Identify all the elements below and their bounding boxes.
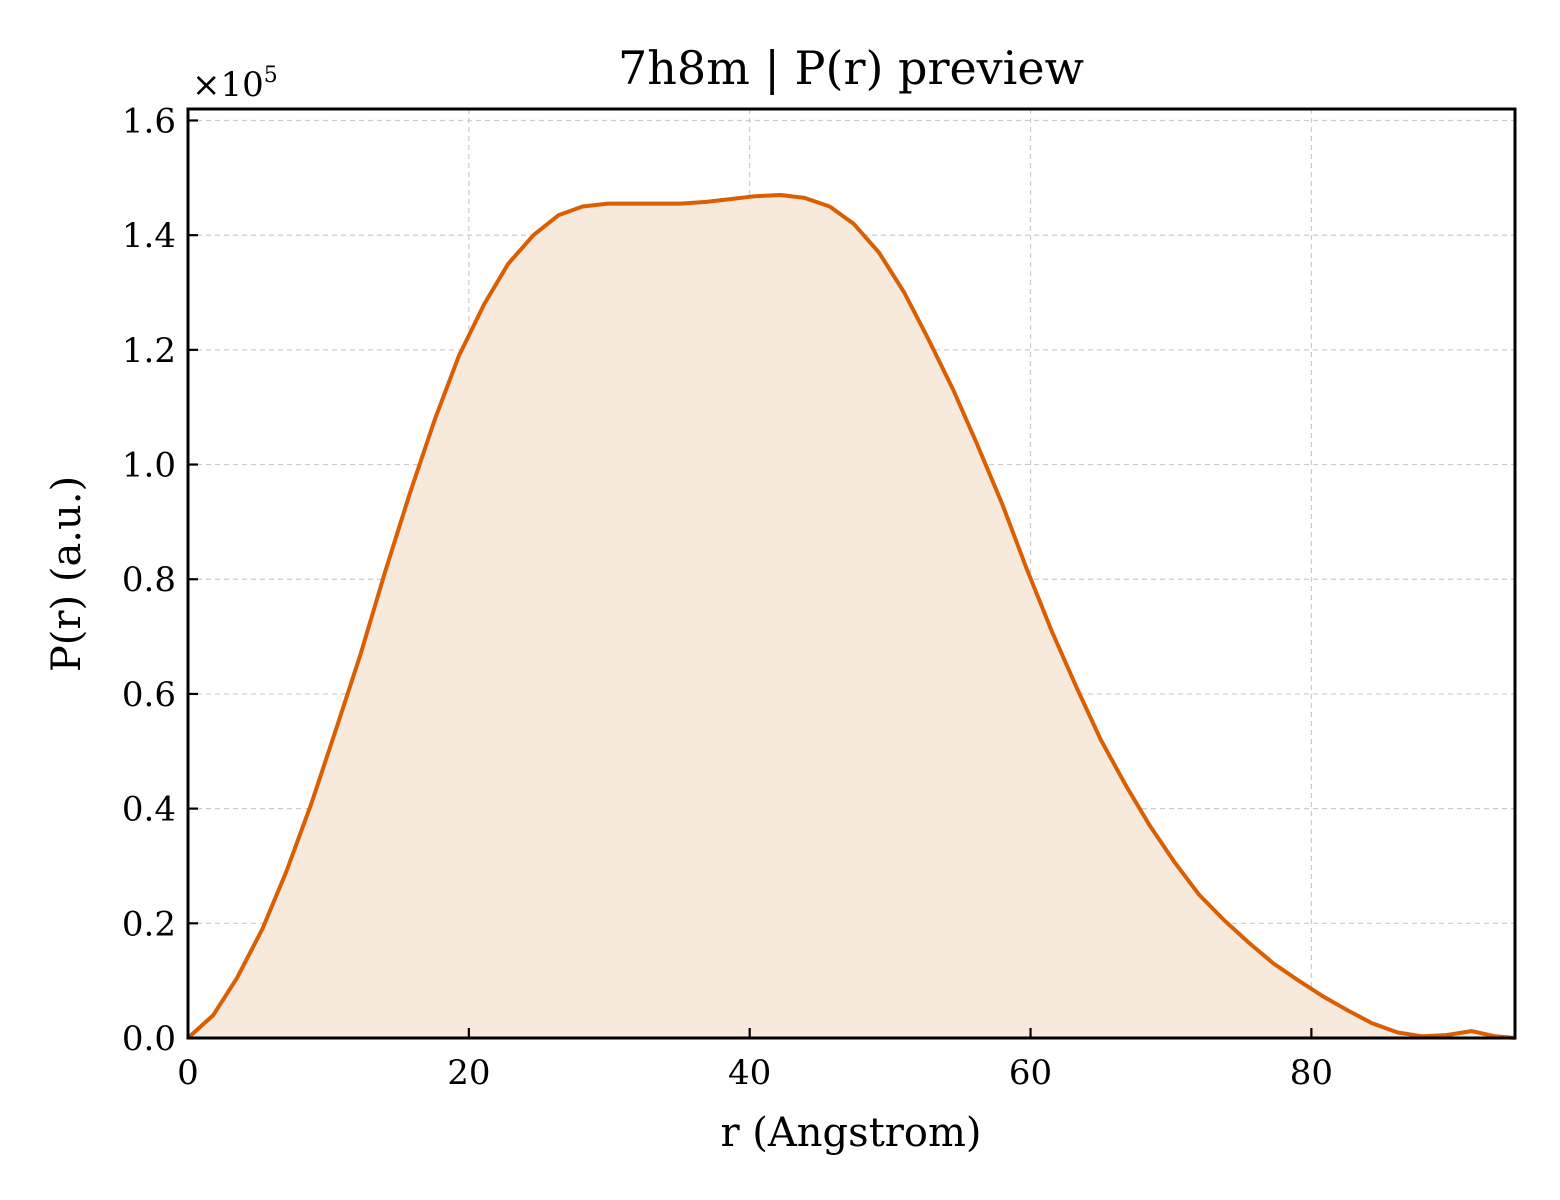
y-multiplier: ×105	[192, 63, 278, 105]
y-axis-label: P(r) (a.u.)	[44, 476, 90, 672]
y-tick-label: 1.4	[122, 216, 176, 256]
chart-title: 7h8m | P(r) preview	[618, 41, 1084, 95]
y-multiplier-base: ×10	[192, 65, 264, 105]
y-tick-label: 1.2	[122, 331, 176, 371]
y-tick-label: 0.6	[122, 675, 176, 715]
y-tick-label: 0.2	[122, 904, 176, 944]
ticks: 0 20 40 60 80 0.0 0.2 0.4 0.6 0.8 1.0 1.2 1.4 1.6	[122, 101, 1333, 1093]
x-tick-label: 60	[1009, 1053, 1052, 1093]
x-tick-label: 20	[447, 1053, 490, 1093]
x-tick-label: 0	[177, 1053, 199, 1093]
x-tick-label: 40	[728, 1053, 771, 1093]
y-tick-label: 0.0	[122, 1019, 176, 1059]
area-fill	[188, 195, 1515, 1038]
y-multiplier-exponent: 5	[264, 63, 278, 88]
x-tick-label: 80	[1290, 1053, 1333, 1093]
y-tick-label: 1.0	[122, 446, 176, 486]
x-axis-label: r (Angstrom)	[720, 1110, 981, 1156]
y-tick-label: 1.6	[122, 101, 176, 141]
y-tick-label: 0.8	[122, 560, 176, 600]
plot-frame	[186, 107, 1517, 1040]
y-tick-label: 0.4	[122, 790, 176, 830]
series-line	[186, 193, 1516, 1040]
